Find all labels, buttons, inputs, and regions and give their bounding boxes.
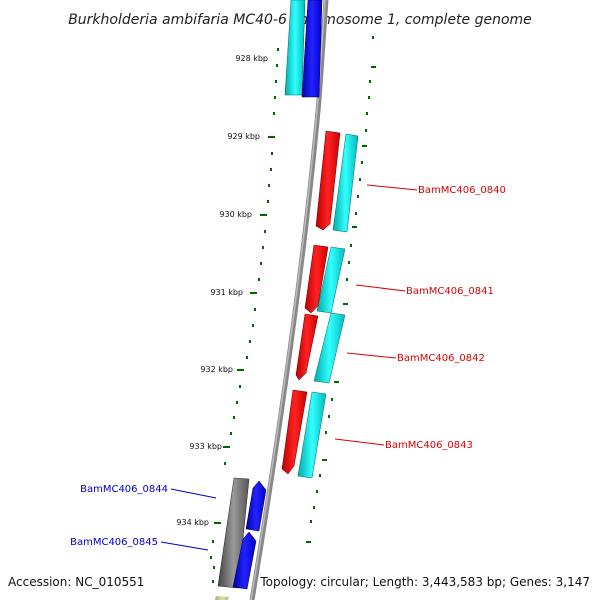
gene-feature-0842[interactable]: [295, 313, 319, 381]
gene-leader-lines: [160, 184, 418, 551]
genome-info-text: Topology: circular; Length: 3,443,583 bp…: [259, 575, 590, 589]
gene-labels: BamMC406_0840 BamMC406_0841 BamMC406_084…: [70, 185, 506, 548]
gene-feature-bottom: [215, 596, 229, 600]
gene-label-0841[interactable]: BamMC406_0841: [406, 286, 494, 297]
outer-tick-ring: [306, 36, 376, 543]
tick-label-928: 928 kbp: [235, 54, 268, 63]
inner-tick-ring: [210, 48, 279, 583]
gene-label-0842[interactable]: BamMC406_0842: [397, 353, 485, 364]
gene-feature-top: [301, 0, 323, 98]
tick-label-932: 932 kbp: [200, 365, 233, 374]
cds-track-0840: [332, 133, 359, 233]
tick-label-931: 931 kbp: [210, 288, 243, 297]
tick-labels: 928 kbp 929 kbp 930 kbp 931 kbp 932 kbp …: [176, 54, 268, 527]
gene-feature-0840[interactable]: [315, 130, 341, 231]
chromosome-backbone: [249, 0, 329, 600]
gene-feature-0844[interactable]: [245, 480, 267, 532]
gene-feature-0843[interactable]: [281, 389, 308, 475]
gene-feature-0845[interactable]: [232, 531, 257, 590]
gene-label-0844[interactable]: BamMC406_0844: [80, 484, 168, 495]
tick-label-929: 929 kbp: [227, 132, 260, 141]
gene-label-0840[interactable]: BamMC406_0840: [418, 185, 506, 196]
gene-label-0845[interactable]: BamMC406_0845: [70, 537, 158, 548]
cds-track-0842: [313, 312, 346, 384]
cds-track-0843: [297, 391, 327, 479]
rna-track-0844: [217, 477, 250, 589]
accession-text: Accession: NC_010551: [8, 575, 144, 589]
gene-feature-0841[interactable]: [304, 244, 329, 314]
tick-label-933: 933 kbp: [189, 442, 222, 451]
gene-label-0843[interactable]: BamMC406_0843: [385, 440, 473, 451]
tick-label-930: 930 kbp: [219, 210, 252, 219]
tick-label-934: 934 kbp: [176, 518, 209, 527]
